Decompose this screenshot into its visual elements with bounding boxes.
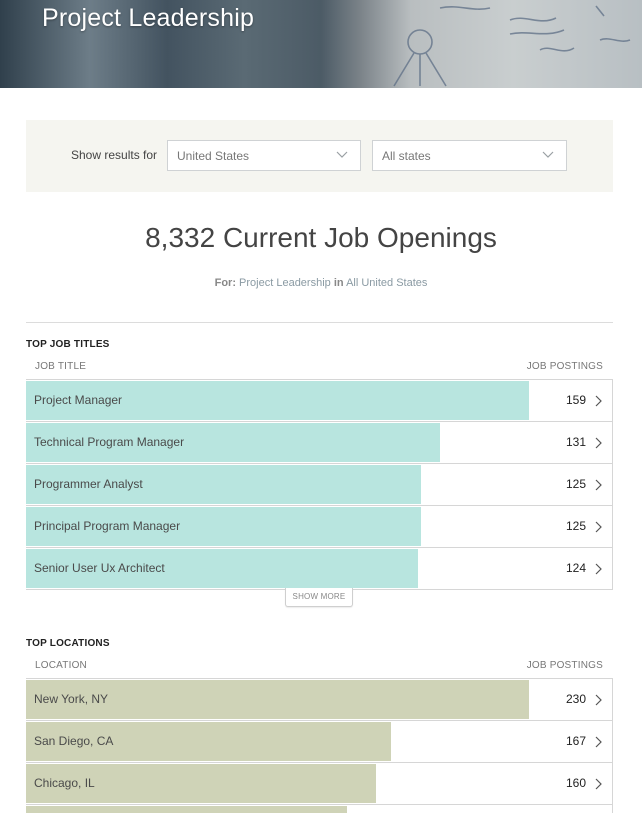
chevron-right-icon — [595, 521, 602, 533]
job-postings-column-header: Job Postings — [526, 361, 603, 372]
chevron-right-icon — [595, 437, 602, 449]
postings-bar — [26, 507, 421, 546]
hero-banner: Project Leadership — [0, 0, 642, 88]
state-select[interactable]: All states — [372, 140, 567, 171]
postings-bar — [26, 381, 529, 420]
whiteboard-sketch-image — [393, 5, 631, 87]
row-value: 167 — [565, 734, 586, 748]
table-row[interactable]: Chicago, IL 160 — [26, 763, 613, 805]
table-row[interactable]: Project Manager 159 — [26, 380, 613, 422]
row-value: 131 — [565, 435, 586, 449]
results-context: For: Project Leadership in All United St… — [0, 277, 642, 289]
postings-bar — [26, 465, 421, 504]
job-title-column-header: Job Title — [35, 361, 87, 372]
country-select[interactable]: United States — [167, 140, 361, 171]
chevron-right-icon — [595, 736, 602, 748]
row-label: Project Manager — [34, 393, 123, 407]
chevron-right-icon — [595, 479, 602, 491]
top-job-titles-table: Project Manager 159 Technical Program Mana… — [26, 379, 613, 590]
location-column-header: Location — [35, 660, 87, 671]
in-label: in — [333, 277, 344, 289]
chevron-right-icon — [595, 563, 602, 575]
chevron-right-icon — [595, 395, 602, 407]
country-select-value: United States — [177, 149, 250, 163]
for-label: For: — [214, 277, 236, 289]
location-link[interactable]: All United States — [346, 277, 428, 289]
postings-bar — [26, 549, 418, 588]
job-openings-count: 8,332 Current Job Openings — [145, 222, 497, 253]
divider — [26, 322, 613, 323]
top-locations-heading: Top Locations — [26, 638, 110, 649]
row-label: Technical Program Manager — [34, 435, 185, 449]
filter-bar: Show results for United States All state… — [26, 120, 613, 192]
row-value: 160 — [565, 776, 586, 790]
location-postings-column-header: Job Postings — [526, 660, 603, 671]
table-row[interactable]: San Diego, CA 167 — [26, 721, 613, 763]
category-link[interactable]: Project Leadership — [239, 277, 331, 289]
table-row[interactable]: Programmer Analyst 125 — [26, 464, 613, 506]
row-value: 124 — [565, 561, 586, 575]
row-value: 230 — [565, 692, 586, 706]
row-value: 125 — [565, 519, 586, 533]
chevron-right-icon — [595, 694, 602, 706]
postings-bar — [26, 764, 376, 803]
chevron-down-icon — [542, 151, 554, 158]
chevron-right-icon — [595, 778, 602, 790]
chevron-down-icon — [336, 151, 348, 158]
row-label: San Diego, CA — [34, 734, 114, 748]
postings-bar — [26, 722, 391, 761]
state-select-value: All states — [382, 149, 431, 163]
postings-bar — [26, 423, 440, 462]
table-row[interactable]: Technical Program Manager 131 — [26, 422, 613, 464]
row-label: Senior User Ux Architect — [34, 561, 165, 575]
table-row[interactable]: 147 — [26, 805, 613, 813]
page-title: Project Leadership — [42, 4, 255, 32]
top-job-titles-heading: Top Job Titles — [26, 339, 110, 350]
show-more-button[interactable]: Show More — [285, 588, 353, 607]
row-label: New York, NY — [34, 692, 109, 706]
table-row[interactable]: Senior User Ux Architect 124 — [26, 548, 613, 590]
row-label: Chicago, IL — [34, 776, 95, 790]
postings-bar — [26, 806, 347, 813]
top-locations-table: New York, NY 230 San Diego, CA 167 Chicago, … — [26, 678, 613, 813]
row-label: Principal Program Manager — [34, 519, 181, 533]
postings-bar — [26, 680, 529, 719]
table-row[interactable]: Principal Program Manager 125 — [26, 506, 613, 548]
row-value: 125 — [565, 477, 586, 491]
table-row[interactable]: New York, NY 230 — [26, 679, 613, 721]
row-label: Programmer Analyst — [34, 477, 143, 491]
filter-label: Show results for — [71, 148, 158, 162]
row-value: 159 — [565, 393, 586, 407]
